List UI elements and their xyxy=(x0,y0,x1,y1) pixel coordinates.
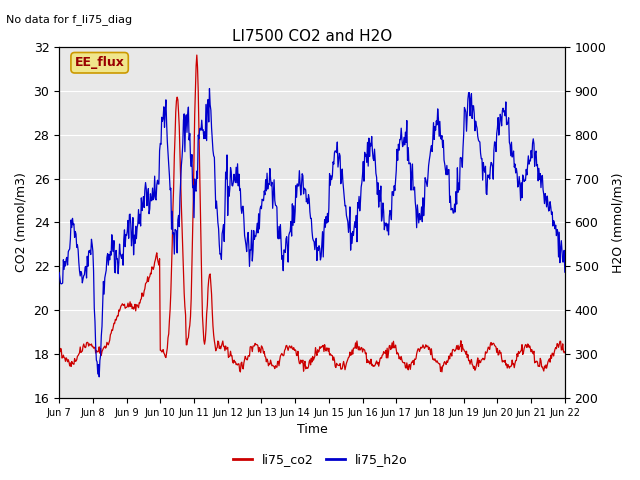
Y-axis label: CO2 (mmol/m3): CO2 (mmol/m3) xyxy=(15,172,28,272)
X-axis label: Time: Time xyxy=(296,423,328,436)
Y-axis label: H2O (mmol/m3): H2O (mmol/m3) xyxy=(612,172,625,273)
Legend: li75_co2, li75_h2o: li75_co2, li75_h2o xyxy=(228,448,412,471)
Title: LI7500 CO2 and H2O: LI7500 CO2 and H2O xyxy=(232,29,392,44)
Text: EE_flux: EE_flux xyxy=(75,56,125,69)
Text: No data for f_li75_diag: No data for f_li75_diag xyxy=(6,14,132,25)
